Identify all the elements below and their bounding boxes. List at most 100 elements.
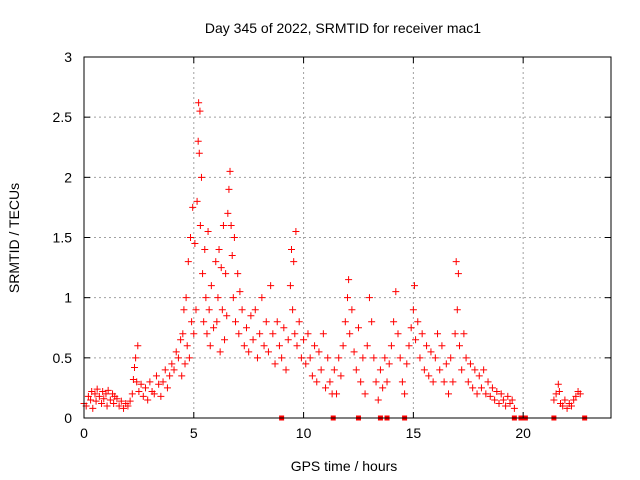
data-point [224,209,232,217]
data-point [387,342,395,350]
data-point [295,318,303,326]
data-point [141,384,149,392]
data-point [442,360,450,368]
data-point [247,312,255,320]
data-point [236,288,244,296]
data-point [570,396,578,404]
x-tick-label: 0 [80,425,88,441]
data-point [434,330,442,338]
data-point [124,402,132,410]
data-point [410,282,418,290]
data-point [226,167,234,175]
y-tick-label: 2 [64,169,72,185]
data-point [258,294,266,302]
data-point [168,360,176,368]
data-point [161,366,169,374]
data-point [207,282,215,290]
data-point [201,246,209,254]
y-tick-label: 3 [64,49,72,65]
data-point [95,392,103,400]
data-point [317,366,325,374]
data-point [350,348,358,356]
x-axis-label: GPS time / hours [291,458,398,474]
data-point [554,380,562,388]
data-point [370,354,378,362]
data-point [311,342,319,350]
data-point [452,258,460,266]
data-point [264,348,272,356]
data-point [193,197,201,205]
data-point [482,390,490,398]
data-point [115,402,123,410]
data-point [576,390,584,398]
data-point [403,360,411,368]
plot-frame [83,56,612,419]
data-point [304,330,312,338]
data-point [117,397,125,405]
data-point [493,388,501,396]
data-point [230,234,238,241]
x-tick-label: 5 [190,425,198,441]
data-point [152,372,160,380]
data-point [280,324,288,332]
data-point [330,366,338,374]
data-point [445,390,453,398]
data-point [414,318,422,326]
data-point [202,294,210,302]
data-point [251,306,259,314]
data-point [166,372,174,380]
data-point [106,396,114,404]
data-point [346,330,354,338]
y-tick-label: 0 [64,410,72,426]
data-point [324,354,332,362]
data-point [337,372,345,380]
data-point [302,360,310,368]
data-point [429,378,437,386]
data-point [431,354,439,362]
data-point [157,392,165,400]
data-point [179,330,187,338]
data-point [84,392,92,400]
data-point [352,366,360,374]
data-point [134,342,142,350]
y-tick-label: 1 [64,290,72,306]
data-point [344,294,351,302]
data-point [128,390,136,398]
data-point [466,360,474,368]
data-point [150,390,158,398]
data-point [308,372,316,380]
data-point [409,306,417,314]
data-point [471,366,479,374]
data-point [464,378,472,386]
data-point [197,173,205,181]
data-point [407,324,415,332]
data-point [499,396,507,404]
data-point [174,354,182,362]
data-point [222,270,230,278]
data-point [177,336,185,344]
data-point [195,149,203,157]
data-point [132,354,140,362]
data-point [475,372,483,380]
data-point [453,306,461,314]
data-point [326,378,334,386]
data-point [196,221,204,229]
data-point [113,395,121,403]
data-point [155,380,163,388]
data-point [454,270,462,278]
data-point [322,384,330,392]
data-point [219,221,227,229]
data-point [385,360,393,368]
data-point [159,378,167,386]
data-point [447,354,455,362]
data-point [137,380,145,388]
y-tick-labels: 0 0.5 1 1.5 2 2.5 3 [53,49,73,426]
data-point [199,270,207,278]
data-point [440,378,448,386]
data-point [365,294,373,302]
data-point [372,378,380,386]
data-point [87,396,95,404]
data-point [273,318,281,326]
data-point [98,400,106,408]
